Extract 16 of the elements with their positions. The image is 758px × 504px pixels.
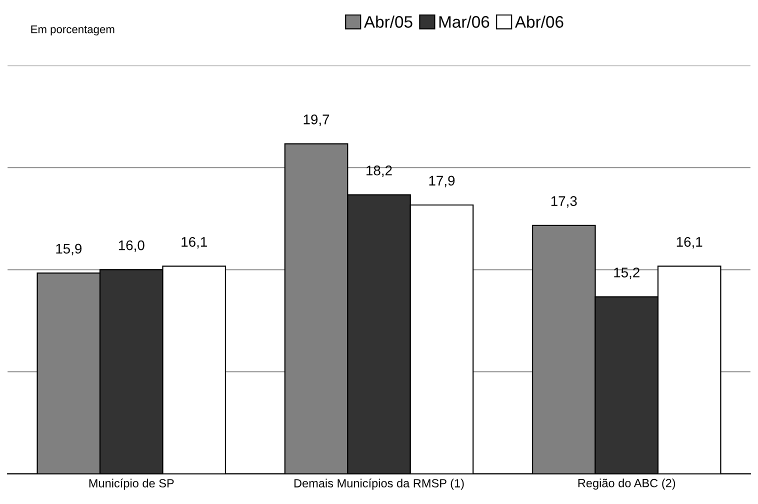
- data-label: 16,0: [118, 240, 144, 252]
- data-label: 17,9: [429, 176, 455, 188]
- data-label: 17,3: [551, 196, 577, 208]
- legend-label: Mar/06: [439, 16, 490, 28]
- data-label: 15,2: [614, 268, 640, 280]
- data-label: 19,7: [304, 114, 330, 126]
- legend-label: Abr/06: [514, 16, 564, 28]
- x-tick-label: Demais Municípios da RMSP (1): [294, 478, 464, 490]
- legend-label: Abr/05: [364, 16, 412, 28]
- x-tick-label: Município de SP: [89, 478, 174, 490]
- y-axis-title: Em porcentagem: [31, 25, 114, 36]
- data-label: 15,9: [56, 244, 82, 256]
- x-tick-label: Região do ABC (2): [578, 478, 676, 490]
- data-label: 18,2: [366, 166, 392, 178]
- data-label: 16,1: [676, 236, 702, 248]
- data-label: 16,1: [182, 236, 207, 248]
